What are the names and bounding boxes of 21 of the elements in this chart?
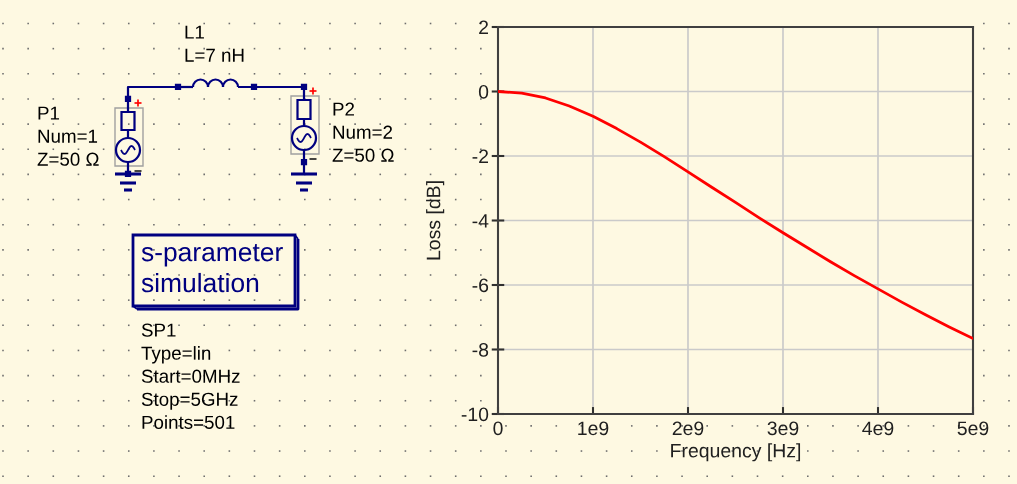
line-series xyxy=(498,90,973,340)
x-tick-label: 3e9 xyxy=(767,421,799,436)
x-tick-label: 2e9 xyxy=(672,421,704,436)
x-tick-label: 1e9 xyxy=(578,421,609,436)
text: P1 Num=1 Z=50 Ω xyxy=(37,106,99,166)
y-tick-label: 0 xyxy=(478,84,489,99)
y-tick-label: -10 xyxy=(461,407,489,422)
y-tick-label: -6 xyxy=(472,278,489,293)
text: P2 Num=2 Z=50 Ω xyxy=(332,102,394,162)
x-tick-label: 0 xyxy=(493,421,503,436)
x-axis-title: Frequency [Hz] xyxy=(671,443,801,462)
y-tick-label: -4 xyxy=(472,214,489,228)
text: SP1 Type=lin Start=0MHz Stop=5GHz Points=501 xyxy=(141,323,240,429)
y-axis-title: Loss [dB] xyxy=(426,181,445,260)
text: L1 L=7 nH xyxy=(185,25,244,62)
y-tick-label: 2 xyxy=(479,20,488,35)
y-tick-label: -8 xyxy=(472,342,489,357)
x-tick-label: 4e9 xyxy=(862,421,894,436)
x-tick-label: 5e9 xyxy=(957,421,989,436)
text: s-parameter simulation xyxy=(141,244,283,293)
y-tick-label: -2 xyxy=(472,149,488,164)
